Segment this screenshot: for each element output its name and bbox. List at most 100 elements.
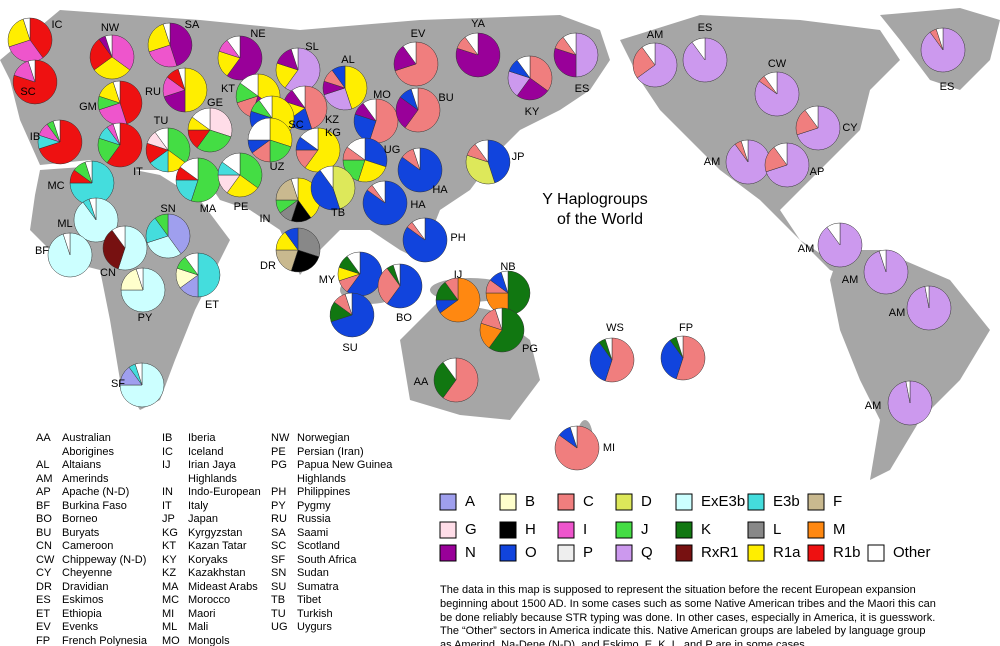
key-row: MO Mongols <box>162 635 272 646</box>
pies: IC SC NW SA NE SL AL EV YA KY ES GM RU KT MO BU IB TU GE KZ… <box>7 17 966 471</box>
title: Y Haplogroups <box>542 191 648 208</box>
pie-slice <box>589 341 613 382</box>
legend-swatch <box>807 493 825 511</box>
key-row: IN Indo-European <box>162 486 272 500</box>
key-row: IC Iceland <box>162 446 272 460</box>
key-name: Mideast Arabs <box>188 580 258 593</box>
legend-swatch <box>557 544 575 562</box>
key-code: IT <box>162 499 172 512</box>
key-row: BF Burkina Faso <box>36 500 154 514</box>
pie-label: MA <box>200 203 217 215</box>
key-name: Scotland <box>297 540 340 552</box>
pie <box>102 225 148 271</box>
key-row: UG Uygurs <box>271 621 427 635</box>
key-name: Amerinds <box>62 472 109 485</box>
pie-label: ES <box>575 83 590 95</box>
pie-slice <box>291 85 306 109</box>
legend-label: Other <box>893 544 931 561</box>
key-row: PY Pygmy <box>271 500 427 514</box>
pie-slice <box>507 270 531 316</box>
pie-slice <box>604 337 635 383</box>
pie-slice <box>796 105 841 151</box>
pie-label: CY <box>842 122 858 134</box>
legend-swatch <box>747 521 765 539</box>
key-code: ES <box>36 594 51 606</box>
key-code: JP <box>162 513 175 525</box>
key-row: PH Philippines <box>271 486 427 500</box>
pie-label: BU <box>438 92 453 104</box>
pie-slice <box>675 335 684 359</box>
key-name: Altaians <box>62 459 102 471</box>
pie-slice <box>269 117 293 148</box>
pie <box>322 65 368 111</box>
pie-label: NB <box>500 261 515 273</box>
pie-slice <box>444 277 459 301</box>
pie-slice <box>290 47 299 71</box>
key-name: Ethiopia <box>62 607 102 620</box>
pie-slice <box>412 147 421 171</box>
key-name: Iberia <box>188 432 216 444</box>
pie <box>863 249 909 295</box>
legend-swatch <box>499 544 517 562</box>
pie-slice <box>442 357 457 381</box>
legend-label: O <box>525 544 537 561</box>
legend-swatch <box>675 493 693 511</box>
pie-slice <box>569 425 578 449</box>
key-name: Chippeway (N-D) <box>62 553 147 566</box>
key-row: IT Italy <box>162 500 272 514</box>
pie-label: IJ <box>454 269 463 281</box>
pie-slice <box>604 337 613 361</box>
key-code: EV <box>36 621 51 633</box>
legend-swatch <box>557 493 575 511</box>
key-name: Borneo <box>62 513 98 525</box>
legend-label: E3b <box>773 493 800 510</box>
pie-slice <box>344 65 368 110</box>
pie-label: ES <box>940 81 955 93</box>
pie-slice <box>675 335 706 381</box>
pie-slice <box>404 87 441 133</box>
pie <box>682 37 728 83</box>
pie-slice <box>22 17 31 41</box>
legend-swatch <box>615 544 633 562</box>
pie-slice <box>102 229 126 270</box>
key-name: Australian Aborigines <box>62 432 114 458</box>
pie <box>337 251 383 297</box>
key-row: NW Norwegian <box>271 432 427 446</box>
key-row: KY Koryaks <box>162 554 272 568</box>
key-row: AP Apache (N-D) <box>36 486 154 500</box>
pie-slice <box>905 380 911 404</box>
key-code: SF <box>271 553 286 566</box>
pie-slice <box>52 119 61 143</box>
key-row: TU Turkish <box>271 608 427 622</box>
pie <box>362 180 408 226</box>
pie-label: MI <box>603 442 615 454</box>
pie <box>295 127 341 173</box>
key-code: BU <box>36 526 52 539</box>
key-row: AM Amerinds <box>36 473 154 487</box>
pie-slice <box>62 232 71 256</box>
key-row: SN Sudan <box>271 567 427 581</box>
pie-slice <box>184 252 199 276</box>
pie-slice <box>357 159 387 183</box>
pie-label: EV <box>411 28 426 40</box>
pie-slice <box>878 249 887 273</box>
pie-slice <box>386 263 423 309</box>
pie-slice <box>804 105 819 129</box>
pie-label: FP <box>679 322 693 334</box>
key-code: PE <box>271 445 286 458</box>
key-code: BO <box>36 513 52 525</box>
pie <box>275 47 321 93</box>
key-code: IC <box>162 445 173 458</box>
pie-label: IN <box>260 213 271 225</box>
key-name: Indo-European <box>188 486 261 498</box>
pie <box>435 277 481 323</box>
key-row: ML Mali <box>162 621 272 635</box>
pie-label: PE <box>234 201 249 213</box>
pie-slice <box>641 42 656 66</box>
key-name: Iceland <box>188 445 224 458</box>
pie-slice <box>411 217 426 241</box>
pie-label: HA <box>410 199 426 211</box>
key-row: MA Mideast Arabs <box>162 581 272 595</box>
key-name: Pygmy <box>297 499 331 512</box>
